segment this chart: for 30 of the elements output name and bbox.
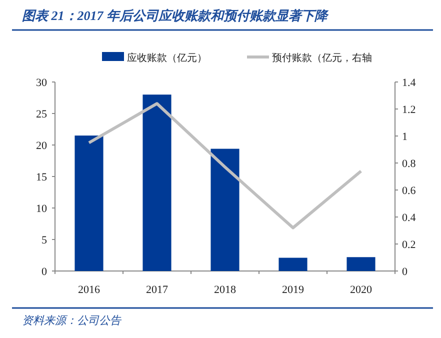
- y2-tick-label: 1.2: [402, 104, 416, 116]
- y-tick-label: 5: [42, 234, 48, 246]
- bar: [210, 148, 240, 271]
- y2-tick-label: 1: [402, 131, 408, 143]
- x-tick-label: 2019: [282, 284, 304, 296]
- x-tick-label: 2018: [214, 284, 236, 296]
- bar: [346, 257, 376, 271]
- y2-tick-label: 0.4: [402, 212, 416, 224]
- y-tick-label: 15: [36, 172, 48, 184]
- y-tick-label: 25: [36, 108, 48, 120]
- y-tick-label: 30: [36, 77, 48, 89]
- y-tick-label: 20: [36, 140, 48, 152]
- y2-tick-label: 1.4: [402, 77, 416, 89]
- chart-title: 图表 21：2017 年后公司应收账款和预付账款显著下降: [22, 8, 330, 23]
- text: 资料来源：公司公告: [22, 314, 122, 327]
- line-series: [88, 102, 362, 230]
- x-tick-label: 2017: [146, 284, 168, 296]
- y-tick-label: 10: [36, 203, 48, 215]
- legend-label: 应收账款（亿元）: [127, 52, 207, 64]
- y2-tick-label: 0.6: [402, 185, 416, 197]
- x-tick-label: 2016: [78, 284, 100, 296]
- y-tick-label: 0: [42, 266, 48, 278]
- y2-tick-label: 0.2: [402, 239, 416, 251]
- legend-label: 预付账款（亿元，右轴: [272, 52, 372, 64]
- bar: [142, 94, 172, 271]
- bar: [278, 258, 308, 271]
- y2-tick-label: 0.8: [402, 158, 416, 170]
- y2-tick-label: 0: [402, 266, 408, 278]
- x-tick-label: 2020: [350, 284, 372, 296]
- bar: [74, 136, 104, 271]
